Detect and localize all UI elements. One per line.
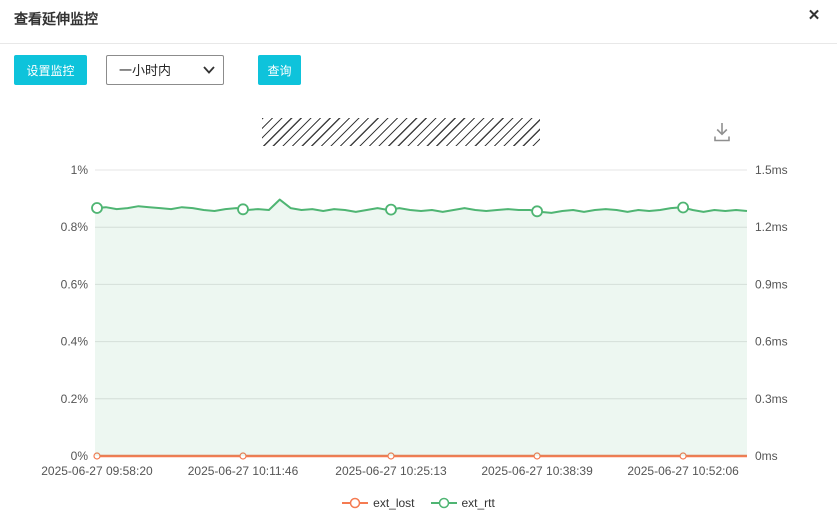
download-button[interactable] xyxy=(704,116,740,148)
legend-marker-icon xyxy=(342,497,369,509)
line-chart: 1% 1.5ms 0.8% 1.2ms 0.6% 0.9ms 0.4% 0.6ms 0.2% 0.… xyxy=(41,163,788,478)
left-axis-tick-label: 1% xyxy=(71,163,89,177)
right-axis-tick-label: 0.3ms xyxy=(755,392,788,406)
left-axis-tick-label: 0% xyxy=(71,449,89,463)
right-axis-tick-label: 1.2ms xyxy=(755,220,788,234)
right-axis-tick-label: 0.6ms xyxy=(755,335,788,349)
legend-label: ext_rtt xyxy=(461,496,495,510)
x-axis-tick-label: 2025-06-27 10:11:46 xyxy=(188,464,299,478)
left-axis-tick-label: 0.6% xyxy=(61,277,89,291)
legend-marker-icon xyxy=(430,497,457,509)
legend-label: ext_lost xyxy=(373,496,415,510)
right-axis-tick-label: 0ms xyxy=(755,449,778,463)
header-divider xyxy=(0,43,837,44)
x-axis-tick-label: 2025-06-27 09:58:20 xyxy=(41,464,153,478)
time-range-select-wrapper: 一小时内 xyxy=(106,55,224,85)
set-monitoring-button[interactable]: 设置监控 xyxy=(14,55,87,85)
ext_lost-marker xyxy=(679,452,687,460)
ext_rtt-marker xyxy=(531,205,543,218)
x-axis-tick-label: 2025-06-27 10:52:06 xyxy=(627,464,739,478)
x-axis-tick-label: 2025-06-27 10:25:13 xyxy=(335,464,447,478)
ext_lost-marker xyxy=(387,452,395,460)
dialog-title: 查看延伸监控 xyxy=(14,11,98,27)
download-icon xyxy=(714,123,730,142)
ext_lost-marker xyxy=(239,452,247,460)
left-axis-tick-label: 0.2% xyxy=(61,392,89,406)
left-axis-tick-label: 0.4% xyxy=(61,335,89,349)
legend-item-ext_rtt[interactable]: ext_rtt xyxy=(430,496,495,510)
chart-legend: ext_lost ext_rtt xyxy=(0,493,837,513)
ext_rtt-marker xyxy=(91,202,103,214)
ext_rtt-marker xyxy=(385,203,397,216)
right-axis-tick-label: 1.5ms xyxy=(755,163,788,177)
legend-item-ext_lost[interactable]: ext_lost xyxy=(342,496,415,510)
left-axis-tick-label: 0.8% xyxy=(61,220,89,234)
ext_lost-marker xyxy=(93,452,101,460)
x-axis-tick-label: 2025-06-27 10:38:39 xyxy=(481,464,593,478)
time-range-select[interactable]: 一小时内 xyxy=(106,55,224,85)
ext_rtt-area xyxy=(95,199,747,456)
hatched-placeholder-bar xyxy=(262,118,540,146)
ext_rtt-line xyxy=(94,198,748,214)
query-button[interactable]: 查询 xyxy=(258,55,301,85)
close-icon[interactable]: ✕ xyxy=(803,5,825,27)
right-axis-tick-label: 0.9ms xyxy=(755,277,788,291)
ext_lost-marker xyxy=(533,452,541,460)
ext_rtt-marker xyxy=(237,203,249,216)
ext_rtt-marker xyxy=(677,201,689,214)
